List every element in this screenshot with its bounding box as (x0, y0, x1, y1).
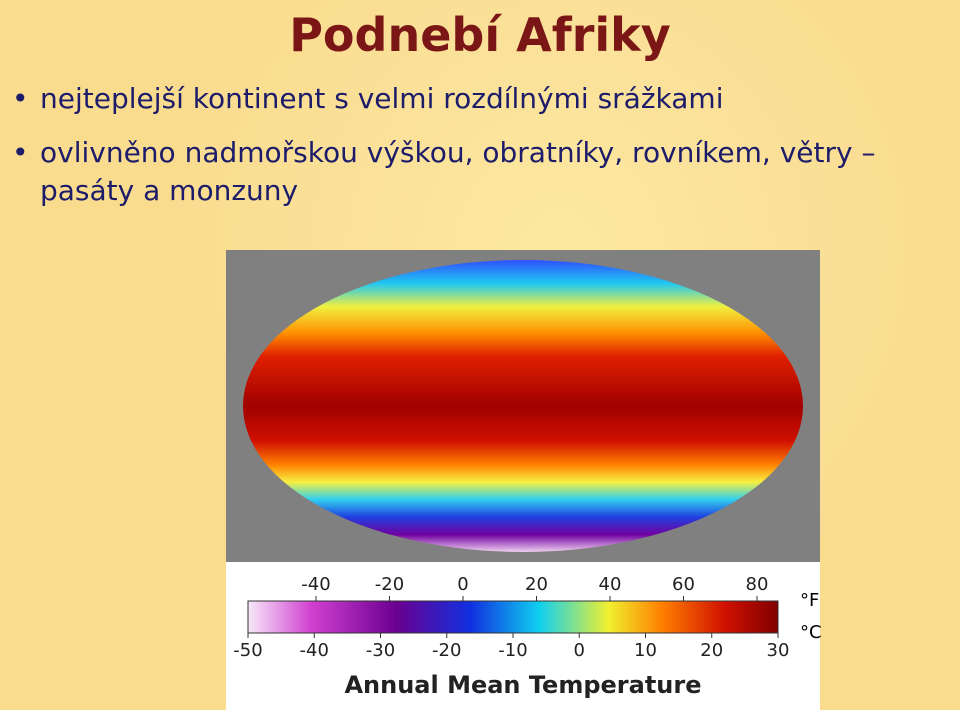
slide-title: Podnebí Afriky (289, 8, 671, 62)
temperature-map (243, 260, 803, 552)
unit-label: °F (800, 590, 819, 611)
tick-label: 0 (574, 640, 585, 661)
tick-label: 10 (634, 640, 657, 661)
bullet: ovlivněno nadmořskou výškou, obratníky, … (12, 134, 960, 210)
tick-label: -30 (366, 640, 395, 661)
colorbar (247, 600, 779, 634)
tick-label: -40 (301, 574, 330, 595)
tick-label: -40 (300, 640, 329, 661)
tick-label: 20 (700, 640, 723, 661)
tick-label: -10 (498, 640, 527, 661)
tick-label: -50 (233, 640, 262, 661)
tick-label: 80 (746, 574, 769, 595)
legend-background (226, 562, 820, 710)
tick-label: 0 (457, 574, 468, 595)
tick-label: 60 (672, 574, 695, 595)
bullet: nejteplejší kontinent s velmi rozdílnými… (12, 78, 960, 120)
tick-label: 40 (599, 574, 622, 595)
bullet-list: nejteplejší kontinent s velmi rozdílnými… (0, 78, 960, 224)
tick-label: -20 (375, 574, 404, 595)
tick-label: 20 (525, 574, 548, 595)
tick-label: 30 (767, 640, 790, 661)
unit-label: °C (800, 622, 822, 643)
tick-label: -20 (432, 640, 461, 661)
figure-caption: Annual Mean Temperature (344, 671, 701, 699)
